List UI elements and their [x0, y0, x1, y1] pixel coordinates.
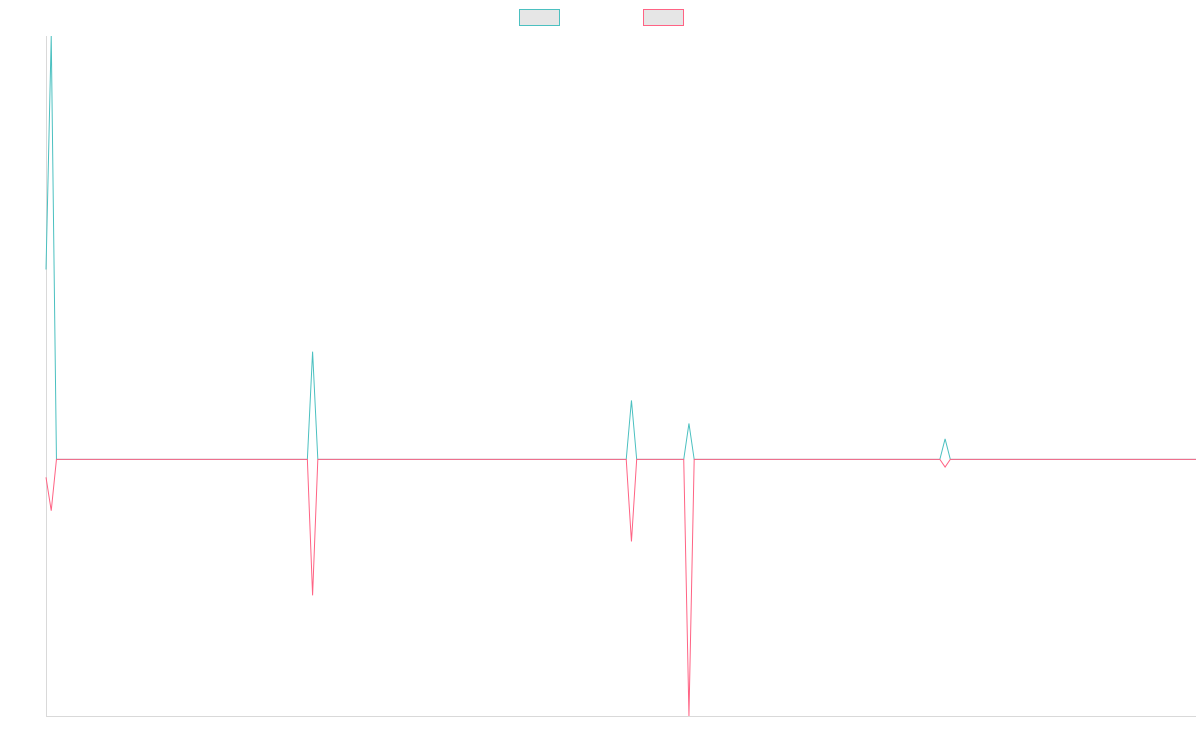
legend-item-2[interactable] — [643, 9, 684, 26]
series-line-1 — [45, 35, 1196, 460]
series-lines — [45, 35, 1196, 717]
legend-item-1[interactable] — [519, 9, 560, 26]
legend-swatch-2[interactable] — [643, 9, 684, 26]
legend[interactable] — [519, 9, 684, 26]
series-line-2 — [45, 458, 1196, 717]
legend-swatch-1[interactable] — [519, 9, 560, 26]
axes — [46, 36, 1196, 717]
